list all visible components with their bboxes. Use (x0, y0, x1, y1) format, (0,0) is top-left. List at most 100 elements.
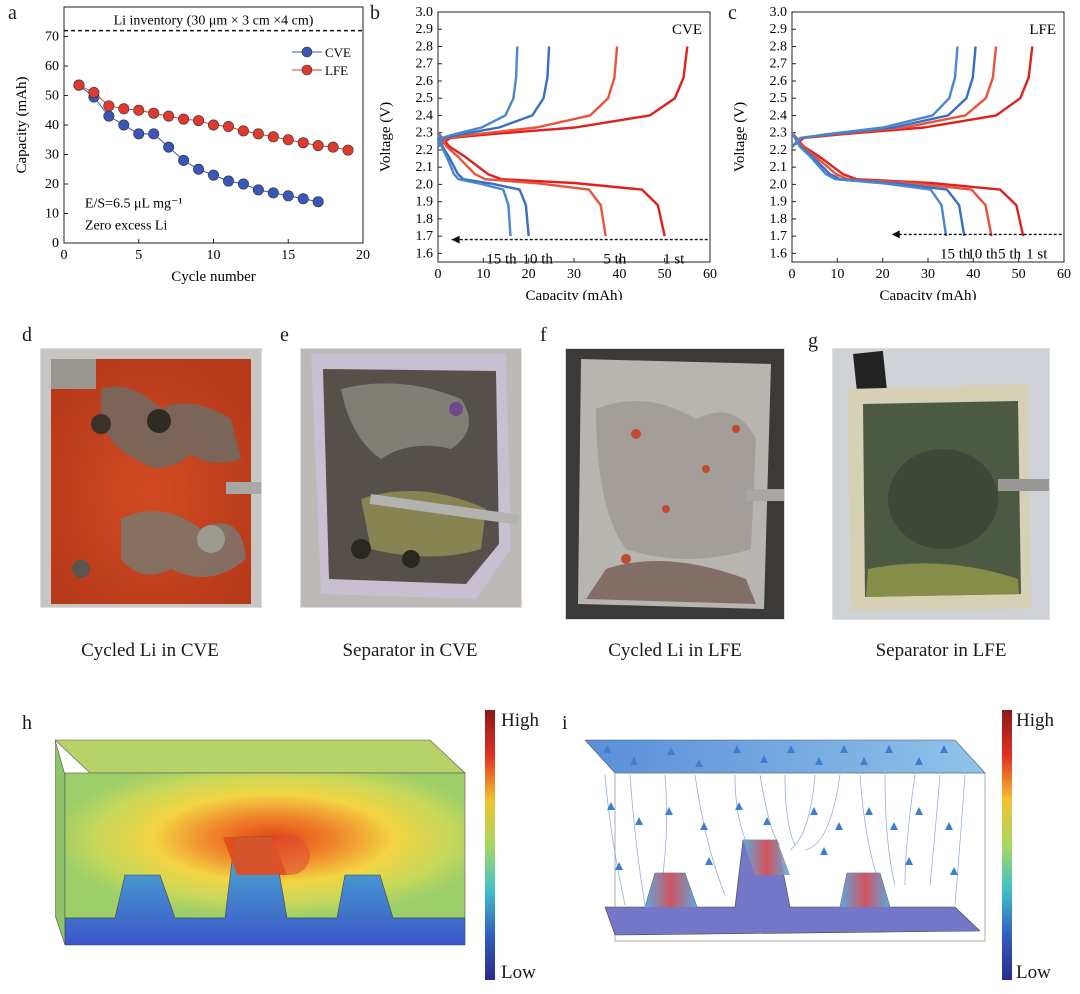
cycle-label: 5 th (603, 252, 626, 268)
data-point-cve (118, 119, 130, 131)
data-point-lfe (133, 104, 145, 116)
x-tick-label: 15 (281, 248, 295, 263)
caption-g: Separator in LFE (875, 640, 1007, 661)
cycle-label: 1 st (1026, 246, 1048, 262)
panel-label-g: g (808, 330, 818, 352)
x-tick-label: 30 (921, 267, 935, 282)
panel-b: b 0 10 20 30 40 50 60 1.6 1.7 1.8 1.9 2.0 2.1 2.2 2.3 2… (370, 0, 726, 304)
y-tick-label: 2.3 (770, 126, 788, 141)
axes-frame (437, 11, 711, 263)
x-tick-label: 20 (356, 248, 370, 263)
data-point-cve (252, 184, 264, 196)
photo-separator-cve (300, 348, 522, 608)
chart-b: 0 10 20 30 40 50 60 1.6 1.7 1.8 1.9 2.0 2.1 2.2 2.3 2.4… (378, 5, 717, 304)
cycle-label: 1 st (663, 252, 685, 268)
annotation-es: E/S=6.5 μL mg⁻¹ (85, 197, 183, 212)
data-point-cve (178, 154, 190, 166)
x-tick-label: 0 (435, 267, 442, 282)
y-tick-label: 2.2 (770, 143, 788, 158)
x-tick-label: 10 (476, 267, 490, 282)
y-tick-label: 2.1 (416, 160, 434, 175)
panel-label-c: c (728, 2, 737, 24)
y-tick-label: 2.8 (416, 39, 434, 54)
y-axis-label: Voltage (V) (378, 102, 394, 172)
data-point-cve (267, 187, 279, 199)
y-tick-label: 2.6 (770, 74, 788, 89)
data-point-lfe (312, 140, 324, 152)
caption-d: Cycled Li in CVE (81, 640, 219, 661)
colorbar-i-low: Low (1016, 962, 1051, 983)
data-point-lfe (163, 110, 175, 122)
axes-frame (791, 11, 1065, 263)
photo-f-image (566, 349, 784, 619)
colorbar-h-low: Low (501, 962, 536, 983)
panel-h-simulation (54, 735, 475, 955)
x-tick-label: 40 (612, 267, 626, 282)
panel-label-b: b (370, 2, 380, 24)
y-tick-label: 2.7 (416, 57, 434, 72)
caption-e: Separator in CVE (342, 640, 478, 661)
trend-arrow-head (891, 230, 900, 239)
charge-curve-15th (791, 46, 959, 148)
panel-label-f: f (540, 324, 547, 346)
discharge-curve-5th (436, 132, 607, 237)
y-tick-label: 2.2 (416, 143, 434, 158)
chart-c: 0 10 20 30 40 50 60 1.6 1.7 1.8 1.9 2.0 2.1 2.2 2.3 2.4… (732, 5, 1071, 304)
x-tick-label: 30 (567, 267, 581, 282)
photo-separator-lfe (832, 348, 1050, 620)
chart-a: 0 5 10 15 20 0 10 20 30 40 50 60 70 Cycle number Capac… (14, 6, 370, 285)
y-tick-label: 3.0 (416, 5, 434, 20)
data-point-cve (312, 196, 324, 208)
panel-label-h: h (22, 712, 32, 734)
legend-marker-lfe (301, 64, 313, 76)
discharge-curve-15th (790, 132, 948, 237)
data-point-lfe (193, 115, 205, 127)
y-tick-label: 2.4 (416, 108, 434, 123)
x-tick-label: 20 (522, 267, 536, 282)
data-point-lfe (73, 79, 85, 91)
simulation-h-image (54, 739, 466, 946)
legend-label-lfe: LFE (325, 63, 348, 78)
legend-marker-cve (301, 46, 313, 58)
discharge-curve-15th (436, 132, 512, 237)
x-tick-label: 40 (966, 267, 980, 282)
colorbar-i-bar (1002, 710, 1012, 980)
cycle-label: 15 th (940, 246, 971, 262)
y-axis-label: Voltage (V) (732, 102, 748, 172)
photo-d-image (41, 349, 261, 607)
y-tick-label: 1.6 (770, 246, 788, 261)
caption-f: Cycled Li in LFE (608, 640, 742, 661)
data-point-cve (103, 110, 115, 122)
simulation-i-image (584, 739, 986, 942)
cycle-label: 5 th (998, 246, 1021, 262)
x-tick-label: 50 (1012, 267, 1026, 282)
x-tick-label: 60 (703, 267, 717, 282)
y-tick-label: 40 (45, 118, 59, 133)
panel-i-simulation (584, 735, 995, 955)
photo-cycled-li-lfe (565, 348, 785, 620)
y-tick-label: 70 (45, 30, 59, 45)
y-tick-label: 2.4 (770, 108, 788, 123)
data-point-cve (133, 128, 145, 140)
x-axis-label: Cycle number (171, 269, 256, 285)
y-tick-label: 3.0 (770, 5, 788, 20)
y-tick-label: 2.1 (770, 160, 788, 175)
data-point-lfe (297, 137, 309, 149)
data-point-lfe (282, 134, 294, 146)
charge-curve-5th (791, 46, 998, 148)
y-tick-label: 30 (45, 148, 59, 163)
data-point-cve (208, 169, 220, 181)
data-point-cve (237, 178, 249, 190)
y-tick-label: 50 (45, 89, 59, 104)
y-tick-label: 2.0 (416, 177, 434, 192)
trend-arrow-head (451, 235, 460, 244)
y-tick-label: 2.5 (770, 91, 788, 106)
data-point-lfe (342, 144, 354, 156)
y-tick-label: 2.5 (416, 91, 434, 106)
y-tick-label: 2.9 (416, 22, 434, 37)
charge-curve-15th (436, 46, 519, 148)
data-point-lfe (178, 113, 190, 125)
panel-a: a 0 5 10 15 20 0 10 20 30 40 50 60 70 Cycle number Cap… (0, 0, 372, 300)
y-tick-label: 60 (45, 59, 59, 74)
x-tick-label: 20 (876, 267, 890, 282)
